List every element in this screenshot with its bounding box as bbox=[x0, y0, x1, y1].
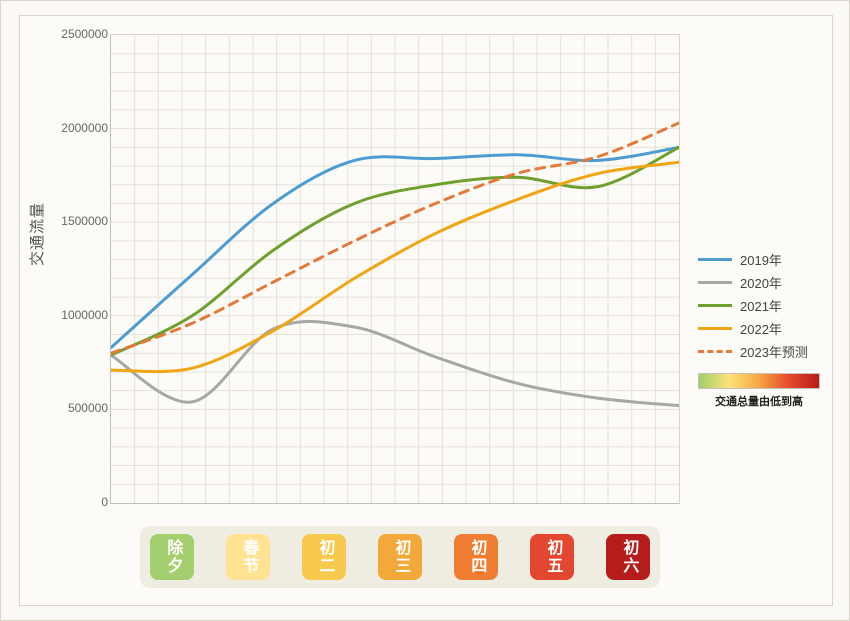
legend-item: 2020年 bbox=[698, 273, 820, 292]
y-tick-label: 1000000 bbox=[48, 308, 108, 322]
legend-item: 2022年 bbox=[698, 319, 820, 338]
y-tick-label: 2000000 bbox=[48, 121, 108, 135]
gradient-caption: 交通总量由低到高 bbox=[698, 393, 820, 409]
legend-label: 2022年 bbox=[740, 319, 782, 338]
y-tick-label: 2500000 bbox=[48, 27, 108, 41]
day-badge: 初四 bbox=[454, 534, 498, 580]
day-badge: 春节 bbox=[226, 534, 270, 580]
day-badge: 初五 bbox=[530, 534, 574, 580]
legend-label: 2019年 bbox=[740, 250, 782, 269]
page-frame: 交通流量 0 500000 1000000 1500000 2000000 2500000… bbox=[0, 0, 850, 621]
chart-panel: 交通流量 0 500000 1000000 1500000 2000000 2500000… bbox=[19, 15, 833, 606]
legend-swatch bbox=[698, 304, 732, 307]
day-badge: 初三 bbox=[378, 534, 422, 580]
y-tick-label: 0 bbox=[48, 495, 108, 509]
legend-swatch bbox=[698, 281, 732, 284]
legend-label: 2021年 bbox=[740, 296, 782, 315]
day-badge: 初二 bbox=[302, 534, 346, 580]
legend: 2019年 2020年 2021年 2022年 2023年预测 交通总量由低到高 bbox=[698, 246, 820, 409]
chart-svg bbox=[111, 35, 679, 503]
gradient-bar bbox=[698, 373, 820, 389]
y-tick-label: 500000 bbox=[48, 401, 108, 415]
plot-area bbox=[110, 34, 680, 504]
legend-item: 2023年预测 bbox=[698, 342, 820, 361]
day-badge: 除夕 bbox=[150, 534, 194, 580]
legend-item: 2019年 bbox=[698, 250, 820, 269]
legend-label: 2020年 bbox=[740, 273, 782, 292]
legend-swatch bbox=[698, 327, 732, 330]
x-axis-badges: 除夕春节初二初三初四初五初六 bbox=[140, 526, 660, 588]
legend-swatch bbox=[698, 258, 732, 261]
day-badge: 初六 bbox=[606, 534, 650, 580]
legend-swatch bbox=[698, 350, 732, 353]
y-tick-label: 1500000 bbox=[48, 214, 108, 228]
legend-label: 2023年预测 bbox=[740, 342, 808, 361]
legend-item: 2021年 bbox=[698, 296, 820, 315]
y-axis-label: 交通流量 bbox=[26, 202, 47, 266]
